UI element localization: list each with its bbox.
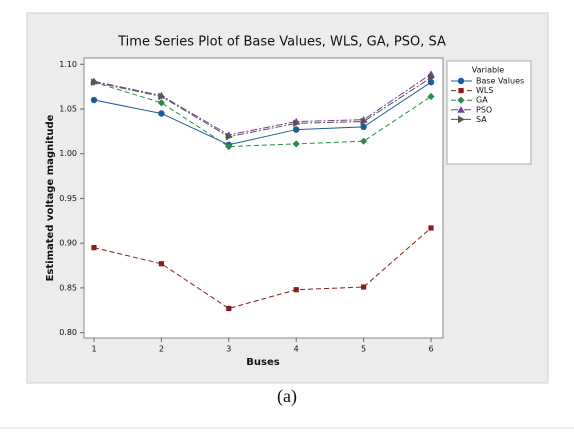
x-tick-label: 4 bbox=[294, 345, 299, 354]
series-line bbox=[93, 73, 432, 136]
legend-label: PSO bbox=[476, 105, 492, 114]
x-tick-label: 3 bbox=[226, 345, 231, 354]
legend-title: Variable bbox=[472, 66, 504, 75]
y-tick-label: 0.90 bbox=[59, 239, 77, 248]
point bbox=[292, 140, 300, 148]
point bbox=[293, 126, 300, 133]
point bbox=[293, 287, 299, 293]
plot-area bbox=[83, 57, 444, 339]
y-tick-label: 0.95 bbox=[59, 194, 77, 203]
point bbox=[158, 92, 166, 101]
y-tick-label: 1.05 bbox=[59, 104, 77, 113]
x-tick-label: 5 bbox=[361, 345, 366, 354]
x-tick-label: 2 bbox=[159, 345, 164, 354]
point bbox=[361, 284, 367, 290]
legend-marker bbox=[458, 88, 464, 94]
point bbox=[158, 110, 165, 117]
y-tick-label: 0.80 bbox=[59, 328, 77, 337]
point bbox=[428, 225, 434, 231]
point bbox=[158, 261, 164, 267]
legend-label: GA bbox=[476, 96, 488, 105]
point bbox=[225, 132, 233, 141]
point bbox=[360, 123, 367, 131]
caption: (a) bbox=[277, 386, 297, 407]
series-line bbox=[93, 81, 432, 148]
point bbox=[360, 117, 368, 126]
y-axis-label: Estimated voltage magnitude bbox=[45, 114, 56, 281]
series-line bbox=[93, 227, 432, 310]
point bbox=[428, 73, 435, 82]
point bbox=[293, 119, 300, 128]
point bbox=[226, 305, 232, 312]
point bbox=[427, 92, 435, 101]
y-tick-label: 1.10 bbox=[59, 60, 77, 69]
point bbox=[157, 99, 165, 107]
y-tick-label: 0.85 bbox=[59, 283, 77, 292]
x-axis-label: Buses bbox=[246, 357, 279, 368]
legend-marker bbox=[458, 115, 465, 124]
legend-label: SA bbox=[476, 115, 487, 124]
point bbox=[360, 137, 368, 145]
series-line bbox=[93, 81, 432, 146]
point bbox=[91, 78, 98, 86]
point bbox=[91, 245, 97, 251]
legend-marker bbox=[457, 96, 465, 104]
legend-label: WLS bbox=[476, 86, 493, 95]
series-line bbox=[93, 77, 432, 138]
point bbox=[90, 96, 98, 104]
legend-marker bbox=[457, 106, 465, 113]
chart-title: Time Series Plot of Base Values, WLS, GA… bbox=[117, 35, 446, 50]
legend-label: Base Values bbox=[476, 77, 524, 86]
y-tick-label: 1.00 bbox=[59, 149, 77, 158]
point bbox=[225, 142, 233, 151]
legend-marker bbox=[457, 77, 465, 85]
x-tick-label: 6 bbox=[428, 345, 433, 354]
x-tick-label: 1 bbox=[91, 345, 96, 354]
